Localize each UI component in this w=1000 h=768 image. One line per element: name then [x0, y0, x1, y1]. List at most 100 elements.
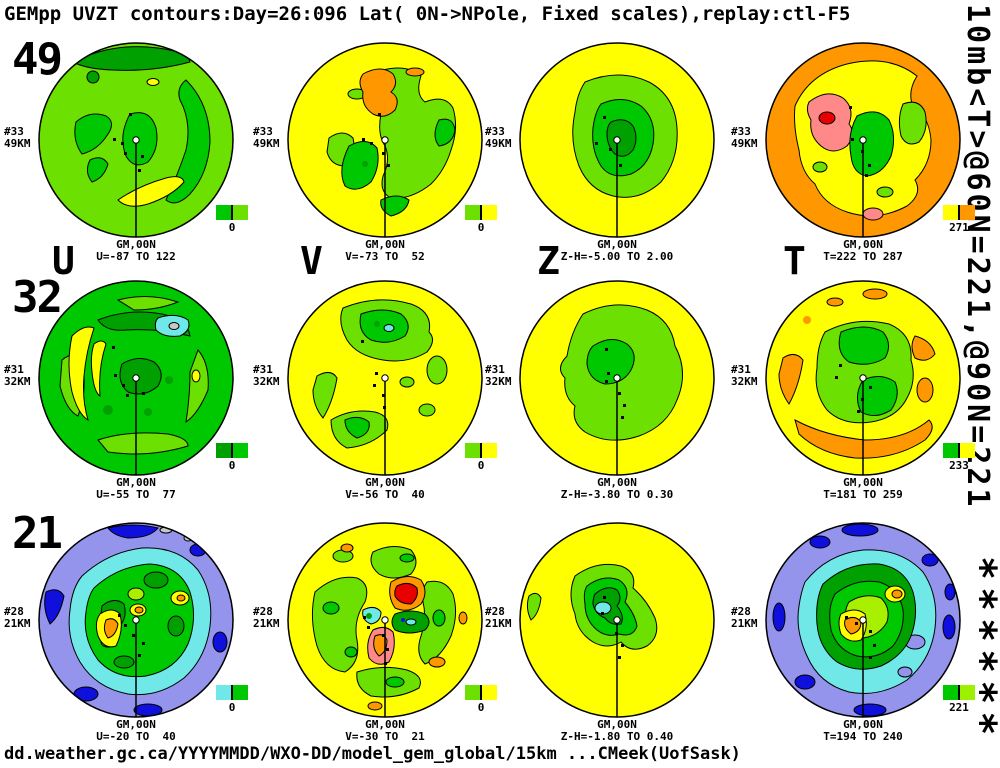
frame-label: #31 32KM: [731, 363, 758, 388]
meridian-and-stations: [361, 340, 389, 475]
contour-map-49km-u: [38, 42, 234, 238]
meridian-label: GM,00N: [843, 238, 883, 251]
pole-marker: [613, 136, 621, 144]
range-label: Z-H=-3.80 TO 0.30: [560, 488, 674, 501]
panel-32km-v: #31 32KM GM,00N V=-56 TO 40 0: [253, 280, 497, 501]
color-legend: [216, 205, 248, 220]
legend-value: 233: [949, 459, 969, 472]
panel-49km-t: #33 49KM GM,00N T=222 TO 287 271: [731, 42, 975, 263]
legend-value: 221: [949, 701, 969, 714]
frame-label: #31 32KM: [485, 363, 512, 388]
row-label-21km: 21: [12, 508, 63, 559]
meridian-label: GM,00N: [843, 718, 883, 731]
range-label: T=181 TO 259: [823, 488, 903, 501]
contour-map-32km-u: [38, 280, 234, 476]
contour-map-21km-v: [287, 522, 483, 718]
panel-32km-u: #31 32KM GM,00N U=-55 TO 77 0: [4, 280, 248, 501]
pole-marker: [132, 374, 140, 382]
color-legend: [216, 443, 248, 458]
frame-label: #33 49KM: [253, 125, 280, 150]
color-legend: [943, 205, 975, 220]
range-label: T=194 TO 240: [823, 730, 903, 743]
range-label: Z-H=-1.80 TO 0.40: [560, 730, 674, 743]
legend-value: 271: [949, 221, 969, 234]
column-label-z: Z: [537, 239, 560, 283]
pole-marker: [859, 374, 867, 382]
meridian-label: GM,00N: [116, 476, 156, 489]
meridian-and-stations: [112, 346, 145, 475]
frame-label: #28 21KM: [253, 605, 280, 630]
meridian-label: GM,00N: [365, 238, 405, 251]
pole-marker: [613, 616, 621, 624]
meridian-label: GM,00N: [597, 476, 637, 489]
pole-marker: [381, 616, 389, 624]
contour-map-32km-z: [519, 280, 715, 476]
range-label: U=-55 TO 77: [96, 488, 176, 501]
window-title: GEMpp UVZT contours:Day=26:096 Lat( 0N->…: [4, 3, 851, 25]
meridian-and-stations: [605, 348, 626, 475]
meridian-and-stations: [849, 106, 871, 237]
frame-label: #31 32KM: [253, 363, 280, 388]
meridian-and-stations: [595, 116, 622, 237]
range-label: U=-87 TO 122: [96, 250, 176, 263]
range-label: U=-20 TO 40: [96, 730, 176, 743]
column-label-t: T: [783, 239, 806, 283]
range-label: Z-H=-5.00 TO 2.00: [560, 250, 674, 263]
meridian-label: GM,00N: [843, 476, 883, 489]
range-label: V=-56 TO 40: [345, 488, 425, 501]
legend-value: 0: [228, 459, 236, 472]
meridian-label: GM,00N: [116, 238, 156, 251]
row-label-49km: 49: [12, 34, 63, 85]
color-legend: [943, 443, 975, 458]
pole-marker: [381, 374, 389, 382]
frame-label: #33 49KM: [485, 125, 512, 150]
meridian-label: GM,00N: [365, 718, 405, 731]
meridian-and-stations: [601, 596, 624, 717]
panel-49km-z: #33 49KM GM,00N Z-H=-5.00 TO 2.00: [485, 42, 715, 263]
legend-value: 0: [228, 221, 236, 234]
right-asterisks-label: ******: [958, 556, 1000, 743]
pole-marker: [132, 136, 140, 144]
panel-21km-z: #28 21KM GM,00N Z-H=-1.80 TO 0.40: [485, 522, 715, 743]
frame-label: #28 21KM: [4, 605, 31, 630]
range-label: T=222 TO 287: [823, 250, 903, 263]
meridian-label: GM,00N: [365, 476, 405, 489]
panel-49km-u: #33 49KM GM,00N U=-87 TO 122 0: [4, 42, 248, 263]
panel-21km-u: #28 21KM GM,00N U=-20 TO 40 0: [4, 522, 248, 743]
row-label-32km: 32: [12, 272, 63, 323]
color-legend: [216, 685, 248, 700]
contour-map-21km-u: [38, 522, 234, 718]
legend-value: 0: [477, 459, 485, 472]
legend-value: 0: [228, 701, 236, 714]
legend-value: 0: [477, 701, 485, 714]
panel-32km-z: #31 32KM GM,00N Z-H=-3.80 TO 0.30: [485, 280, 715, 501]
legend-value: 0: [477, 221, 485, 234]
column-label-v: V: [300, 239, 323, 283]
meridian-and-stations: [845, 616, 876, 717]
meridian-label: GM,00N: [597, 718, 637, 731]
meridian-and-stations: [362, 113, 390, 237]
color-legend: [465, 443, 497, 458]
panel-32km-t: #31 32KM GM,00N T=181 TO 259 233: [731, 280, 975, 501]
column-label-u: U: [52, 239, 75, 283]
range-label: V=-30 TO 21: [345, 730, 425, 743]
contour-map-21km-t: [765, 522, 961, 718]
pole-marker: [859, 616, 867, 624]
pole-marker: [613, 374, 621, 382]
right-vertical-label: 10mb<T>@60N=221,@90N=221: [960, 4, 995, 510]
pole-marker: [859, 136, 867, 144]
meridian-label: GM,00N: [597, 238, 637, 251]
meridian-label: GM,00N: [116, 718, 156, 731]
color-legend: [465, 685, 497, 700]
contour-map-49km-z: [519, 42, 715, 238]
contour-fills: [766, 43, 960, 237]
panel-21km-t: #28 21KM GM,00N T=194 TO 240 221: [731, 522, 975, 743]
frame-label: #28 21KM: [731, 605, 758, 630]
contour-map-49km-v: [287, 42, 483, 238]
meridian-and-stations: [118, 614, 145, 717]
color-legend: [465, 205, 497, 220]
pole-marker: [381, 136, 389, 144]
meridian-and-stations: [835, 364, 872, 475]
contour-map-32km-t: [765, 280, 961, 476]
frame-label: #31 32KM: [4, 363, 31, 388]
